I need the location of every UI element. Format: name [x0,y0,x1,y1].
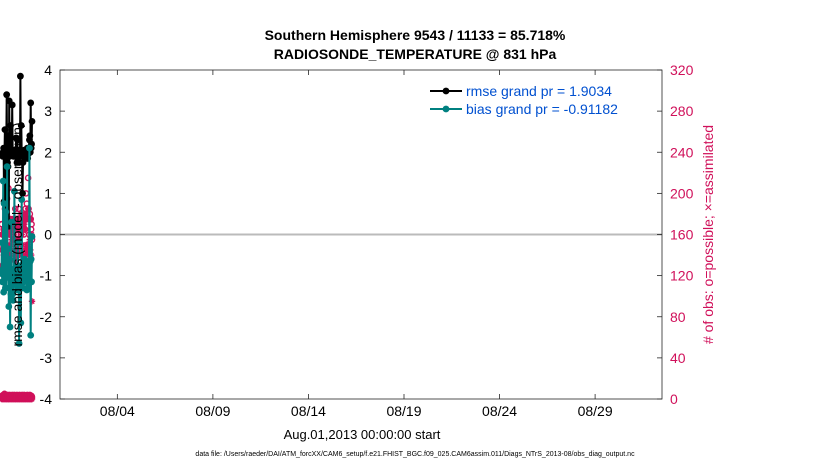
legend-label-rmse: rmse grand pr = 1.9034 [466,83,612,99]
y-tick-label-right: 200 [670,185,694,201]
legend-marker-rmse [442,87,450,95]
rmse-point [4,132,12,140]
obs-assimilated-marker [9,226,16,233]
bias-point [25,268,32,275]
y-tick-label-left: -1 [40,268,53,284]
bias-point [28,233,36,240]
y-tick-label-left: 2 [44,144,52,160]
rmse-point [27,99,35,107]
bias-point [9,296,17,304]
rmse-point [26,132,34,140]
bias-point [5,303,13,310]
bias-point [2,208,10,216]
x-tick-label: 08/19 [386,403,421,419]
rmse-point [17,72,24,80]
obs-assimilated-marker [21,215,28,223]
obs-assimilated-marker [6,251,14,259]
x-tick-label: 08/24 [482,403,517,419]
rmse-point [1,126,9,134]
y-tick-label-left: 1 [44,185,52,201]
bias-point [7,218,15,226]
x-tick-label: 08/04 [100,403,135,419]
y-tick-label-right: 120 [670,268,694,284]
y-axis-label-right: # of obs: o=possible; ×=assimilated [700,125,716,344]
chart-plot: -4-3-2-1012340408012016020024028032008/0… [0,62,716,419]
y-axis-label-left: rmse and bias (model - observation) [9,122,25,346]
bias-point [28,278,35,286]
x-tick-label: 08/09 [195,403,230,419]
rmse-point [7,122,14,129]
y-tick-label-left: -3 [40,350,53,366]
x-tick-label: 08/14 [291,403,326,419]
rmse-point [3,91,11,99]
rmse-point [19,189,26,197]
bias-point [0,200,8,208]
y-tick-label-left: 4 [44,62,52,78]
obs-assimilated-marker [19,226,27,233]
obs-possible-marker [24,174,32,182]
bias-point [14,239,22,247]
bias-point [0,177,7,185]
legend-label-bias: bias grand pr = -0.91182 [466,101,618,117]
bias-point [27,255,35,263]
bias-point [27,331,35,339]
bias-point [17,319,25,327]
rmse-point [13,136,21,144]
chart-title: Southern Hemisphere 9543 / 11133 = 85.71… [264,27,566,43]
y-tick-label-right: 320 [670,62,694,78]
bias-point [3,163,11,171]
bias-point [10,187,18,195]
bias-point [18,196,26,203]
x-axis-label: Aug.01,2013 00:00:00 start [283,427,441,442]
y-tick-label-right: 80 [670,309,686,325]
y-tick-label-left: -2 [40,309,53,325]
obs-assimilated-marker [22,210,29,218]
legend-marker-bias [442,105,450,113]
y-tick-label-right: 240 [670,144,694,160]
chart-subtitle: RADIOSONDE_TEMPERATURE @ 831 hPa [273,46,557,62]
obs-assimilated-marker [12,257,20,264]
obs-assimilated-marker [21,221,28,228]
bias-point [6,255,14,263]
bias-point [9,290,17,298]
bias-point [15,340,23,347]
bias-point [6,323,14,331]
y-tick-label-right: 280 [670,103,694,119]
obs-assimilated-marker [20,251,27,259]
y-tick-label-left: 0 [44,227,52,243]
y-tick-label-right: 160 [670,227,694,243]
obs-assimilated-base-marker [28,395,36,403]
obs-assimilated-marker [16,251,23,259]
data-file-footer: data file: /Users/raeder/DAI/ATM_forcXX/… [195,451,635,458]
bias-point [0,239,6,247]
y-tick-label-right: 0 [670,391,678,407]
obs-assimilated-marker [28,298,36,305]
y-tick-label-left: 3 [44,103,52,119]
bias-point [26,144,33,152]
rmse-point [8,101,16,109]
obs-assimilated-marker [24,205,32,212]
x-tick-label: 08/29 [578,403,613,419]
obs-assimilated-marker [13,215,20,223]
rmse-point [17,122,25,129]
bias-point [2,284,10,292]
bias-point [4,245,12,253]
rmse-point [28,118,36,125]
y-tick-label-right: 40 [670,350,686,366]
y-tick-label-left: -4 [40,391,53,407]
